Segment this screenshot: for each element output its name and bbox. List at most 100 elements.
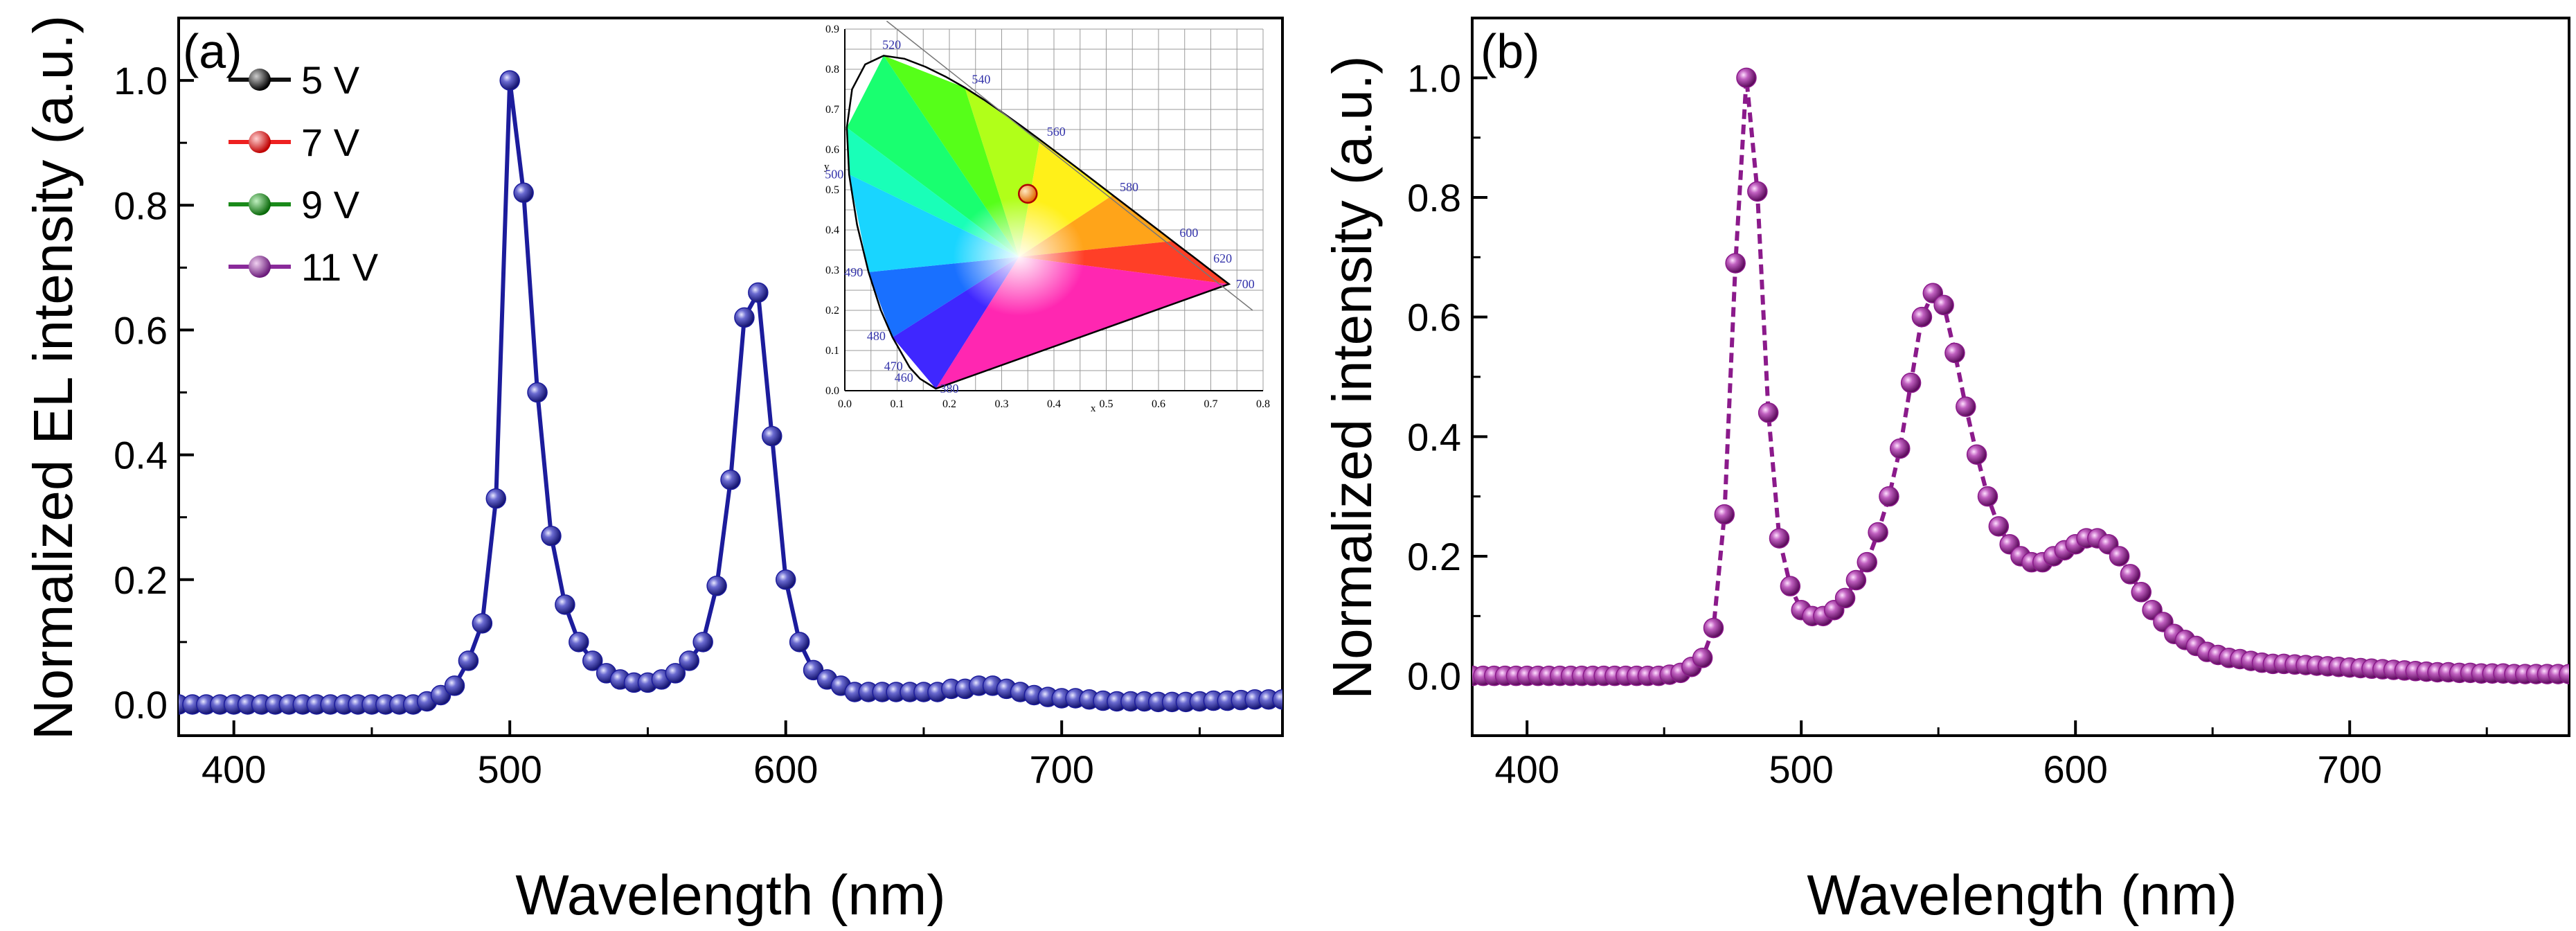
legend-label: 9 V (301, 183, 360, 227)
x-axis-title-b: Wavelength (nm) (1807, 864, 2237, 927)
series-b (1472, 67, 2569, 686)
inset-y-tick-label: 0.8 (825, 64, 839, 76)
y-tick-label: 0.8 (114, 184, 168, 227)
cie-measured-point (1018, 184, 1038, 204)
data-point (444, 675, 465, 696)
legend-blank-box (197, 315, 436, 554)
data-point (789, 632, 810, 653)
wavelength-label: 500 (825, 168, 843, 181)
x-tick-label: 600 (753, 747, 818, 791)
inset-x-tick-label: 0.8 (1256, 398, 1270, 410)
data-point (1857, 551, 1877, 573)
inset-y-tick-label: 0.7 (825, 104, 839, 116)
data-point (665, 663, 686, 684)
wavelength-label: 580 (1120, 180, 1138, 194)
y-tick-label: 0.2 (114, 558, 168, 602)
data-point (1747, 181, 1768, 202)
y-tick-label: 0.6 (114, 308, 168, 352)
cie-color-region (884, 55, 1019, 257)
data-point (692, 632, 713, 653)
x-tick-label: 400 (1494, 747, 1559, 791)
data-point (485, 488, 507, 509)
wavelength-label: 490 (844, 265, 863, 279)
cie-color-region (846, 55, 1019, 257)
x-tick-label: 500 (477, 747, 542, 791)
wavelength-label: 700 (1236, 277, 1255, 291)
inset-x-tick-label: 0.4 (1047, 398, 1061, 410)
data-point (2559, 664, 2569, 684)
wavelength-label: 620 (1213, 251, 1232, 265)
data-point (1956, 396, 1976, 417)
wavelength-label: 600 (1179, 226, 1198, 240)
data-point (499, 70, 520, 91)
legend-label: 7 V (301, 121, 360, 164)
data-point (1879, 486, 1899, 507)
y-tick-label: 0.6 (1407, 296, 1461, 339)
wavelength-label: 540 (972, 73, 990, 87)
panel-b: 0.0 0.2 0.4 0.6 0.8 1.0 400 500 600 700 (b) Wave… (1321, 17, 2570, 927)
x-tick-label: 400 (202, 747, 266, 791)
y-tick-label: 0.8 (1407, 176, 1461, 220)
data-point (541, 525, 562, 547)
y-tick-label: 0.2 (1407, 535, 1461, 578)
legend-marker (249, 193, 271, 215)
panel-label-b: (b) (1481, 24, 1540, 78)
x-tick-labels-b: 400 500 600 700 (1494, 747, 2381, 791)
wavelength-label: 520 (882, 37, 901, 51)
data-point (1780, 576, 1801, 596)
x-tick-label: 600 (2043, 747, 2107, 791)
inset-x-tick-label: 0.7 (1204, 398, 1218, 410)
inset-y-tick-label: 0.5 (825, 184, 839, 196)
data-point (706, 576, 727, 596)
legend-label: 5 V (301, 58, 360, 102)
data-point (569, 632, 589, 653)
data-point (555, 594, 575, 615)
inset-x-tick-label: 0.3 (995, 398, 1009, 410)
x-tick-labels-a: 400 500 600 700 (202, 747, 1094, 791)
inset-y-tick-label: 0.0 (825, 385, 839, 397)
data-point (1692, 648, 1713, 668)
data-point (1988, 516, 2010, 537)
data-point (2131, 582, 2152, 603)
inset-y-tick-label: 0.9 (825, 24, 839, 35)
x-tick-label: 700 (1029, 747, 1093, 791)
data-point (2120, 564, 2141, 585)
data-point (1944, 342, 1965, 364)
panel-a: 0.0 0.2 0.4 0.6 0.8 1.0 400 500 600 700 (a) Wave… (22, 15, 1284, 927)
data-point (1834, 587, 1856, 609)
y-tick-labels-b: 0.0 0.2 0.4 0.6 0.8 1.0 (1407, 56, 1461, 698)
data-point (734, 307, 755, 328)
y-axis-title-b: Normalized intensity (a.u.) (1321, 55, 1383, 699)
data-point (775, 569, 796, 590)
y-tick-labels-a: 0.0 0.2 0.4 0.6 0.8 1.0 (114, 59, 168, 727)
data-point (1933, 294, 1954, 316)
panel-label-a: (a) (183, 24, 242, 78)
inset-y-tick-label: 0.3 (825, 265, 839, 276)
legend-marker (249, 131, 271, 153)
data-point (679, 650, 699, 671)
data-point (1703, 617, 1724, 639)
wavelength-label: 380 (940, 382, 958, 396)
inset-x-tick-label: 0.6 (1152, 398, 1165, 410)
data-point (1966, 444, 1987, 465)
plot-frame-b (1471, 17, 2570, 737)
y-tick-label: 0.4 (1407, 415, 1461, 459)
inset-y-tick-label: 0.2 (825, 305, 839, 317)
legend-marker (249, 69, 271, 91)
cie-reference-line (886, 20, 1253, 311)
data-point (527, 382, 548, 403)
data-point (1845, 569, 1867, 591)
data-point (720, 469, 741, 490)
data-point (1977, 486, 1998, 507)
series-a (179, 70, 1282, 715)
wavelength-label: 480 (867, 329, 886, 343)
data-point (1900, 372, 1922, 393)
data-point (513, 182, 534, 203)
data-point (582, 650, 603, 671)
data-point (1868, 522, 1888, 543)
inset-x-tick-label: 0.0 (838, 398, 852, 410)
inset-y-tick-label: 0.1 (825, 345, 839, 357)
data-point (458, 650, 479, 671)
x-tick-label: 500 (1769, 747, 1833, 791)
